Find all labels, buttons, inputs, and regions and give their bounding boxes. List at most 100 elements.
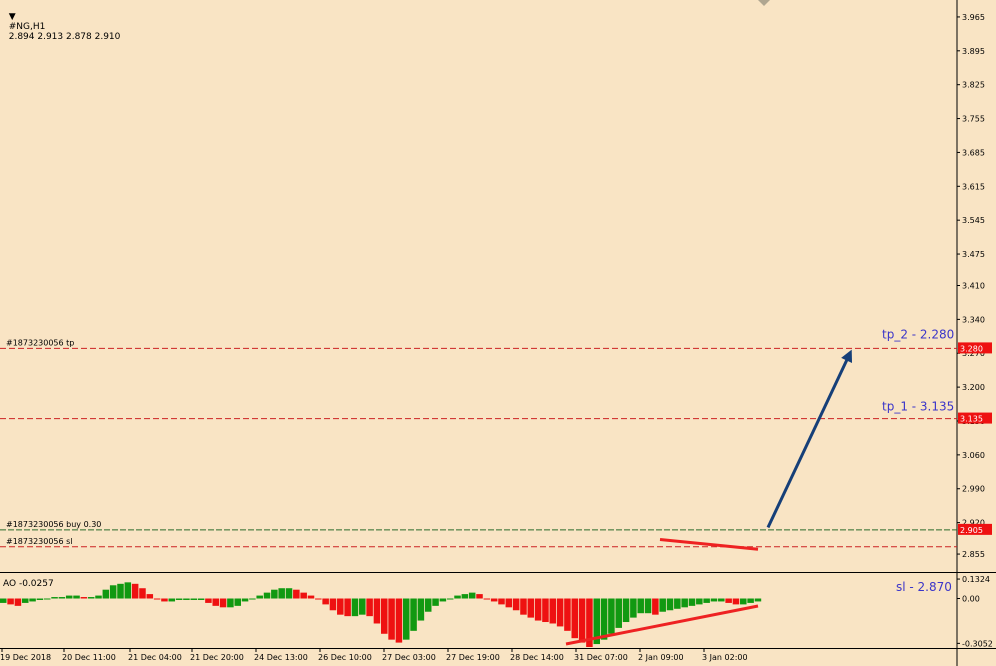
ao-bar [344,598,351,617]
ao-bar [278,588,285,599]
ao-bar [681,598,688,608]
x-tick-label: 2 Jan 09:00 [638,653,684,662]
ao-bar [615,598,622,628]
ao-bar [29,598,36,602]
ao-bar [622,598,630,623]
ao-bar [293,589,300,599]
ao-bar [520,598,527,615]
ao-bar [0,598,7,603]
x-tick-label: 27 Dec 19:00 [446,653,500,662]
ao-bar [388,598,395,640]
y-tick-label: 3.060 [962,451,985,460]
ao-bar [109,585,117,599]
ao-bar [659,598,666,612]
x-tick-label: 31 Dec 07:00 [574,653,628,662]
ao-bar [7,598,14,605]
symbol-label: #NG,H1 [8,22,46,32]
ao-bar [285,588,293,599]
y-tick-label: 3.825 [962,81,985,90]
ao-bar [747,598,754,603]
x-tick-label: 21 Dec 20:00 [190,653,244,662]
ao-bar [608,598,615,634]
ao-bar [14,598,22,606]
y-tick-label: 3.410 [962,282,985,291]
y-tick-label: 3.615 [962,182,985,191]
ao-bar [688,598,696,606]
ao-bar [556,598,564,627]
ao-bar [652,598,659,615]
ao-divergence-line [565,604,759,646]
ao-bar [256,595,263,599]
ao-bar [454,595,461,599]
ao-bar [43,598,51,600]
ao-y-tick-label: 0.00 [962,595,980,604]
ao-bar [483,598,491,600]
ao-bar [586,598,593,647]
ao-bar [190,598,198,600]
ao-bar [168,598,176,602]
ao-bar [175,598,183,600]
x-tick-label: 3 Jan 02:00 [702,653,748,662]
ao-bar [263,592,271,599]
ao-bar [381,598,388,634]
ao-bar [696,598,703,605]
ao-bar [600,598,608,640]
ao-bar [630,598,637,618]
annotation-text: sl - 2.870 [896,580,952,594]
ao-y-tick-label: -0.3052 [962,639,993,648]
ao-bar [337,598,344,615]
y-tick-label: 2.855 [962,550,985,559]
ao-bar [571,598,579,639]
ao-bar [446,598,454,600]
scroll-marker-icon [758,0,770,6]
price-box-label: 3.135 [960,415,983,424]
ao-bar [227,598,234,608]
y-tick-label: 2.990 [962,485,985,494]
ao-bar [527,598,535,618]
ao-bar [498,598,505,605]
ao-title: AO -0.0257 [3,579,54,589]
ao-bar [725,598,732,603]
target-arrow [766,352,852,529]
annotation-text: tp_2 - 2.280 [882,327,954,341]
ao-bar [80,597,88,599]
ao-bar [578,598,586,643]
order-level-label: #1873230056 buy 0.30 [6,520,101,529]
ao-bar [271,589,278,599]
ao-bar [351,598,359,617]
ao-bar [703,598,710,603]
ao-bar [373,598,381,624]
ao-bar [249,598,256,600]
y-tick-label: 3.545 [962,216,985,225]
y-tick-label: 3.340 [962,315,985,324]
ao-bar [534,598,542,621]
price-box [958,523,992,535]
ao-bar [300,592,307,599]
ao-bar [153,598,161,600]
ao-bar [51,597,58,599]
annotation-text: tp_1 - 3.135 [882,400,954,414]
ao-bar [205,598,212,603]
ao-bar [710,598,718,602]
ao-bar [219,598,227,608]
ao-bar [102,589,110,599]
x-tick-label: 28 Dec 14:00 [510,653,564,662]
ao-bar [424,598,432,612]
chart-header: ▼ #NG,H1 2.894 2.913 2.878 2.910 [3,2,121,42]
ao-y-tick-label: 0.1324 [962,575,990,584]
y-tick-label: 3.965 [962,13,985,22]
ao-bar [476,594,483,599]
ao-bar [593,598,601,645]
x-tick-label: 20 Dec 11:00 [62,653,116,662]
chart-menu-triangle-icon[interactable]: ▼ [8,12,16,22]
ao-bar [410,598,417,631]
ao-bar [439,598,447,602]
ao-bar [490,598,498,602]
ao-bar [315,598,322,600]
ao-bar [117,583,124,599]
ao-bar [73,595,80,599]
ao-bar [754,598,762,602]
ao-bar [644,598,652,614]
arrow-head-icon [841,349,853,364]
